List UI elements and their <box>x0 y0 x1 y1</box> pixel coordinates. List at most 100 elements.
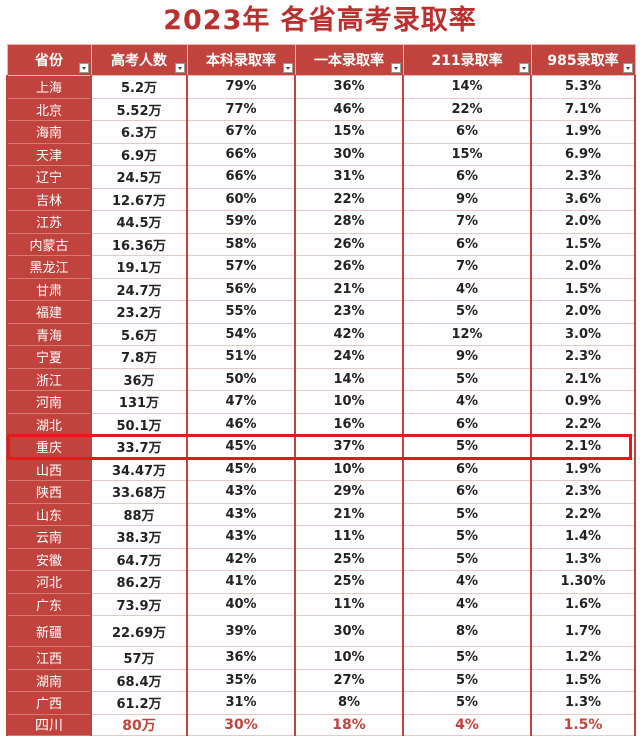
bachelor-rate-cell: 40% <box>186 593 295 616</box>
rate-211-cell: 6% <box>402 233 531 256</box>
province-cell: 海南 <box>6 120 91 144</box>
rate-985-cell: 2.1% <box>530 368 636 391</box>
exam-count-cell: 34.47万 <box>90 458 187 481</box>
rate-985-cell: 1.3% <box>530 691 636 715</box>
rate-211-cell: 4% <box>402 593 531 616</box>
bachelor-rate-cell: 42% <box>186 548 295 571</box>
province-cell: 山西 <box>6 458 91 481</box>
exam-count-cell: 86.2万 <box>90 570 187 594</box>
province-cell: 北京 <box>6 98 91 121</box>
rate-985-cell: 1.6% <box>530 593 636 616</box>
filter-dropdown-icon[interactable] <box>78 63 89 73</box>
exam-count-cell: 5.52万 <box>90 98 187 121</box>
rate-211-cell: 22% <box>402 98 531 121</box>
table-row: 广西 61.2万 31% 8% 5% 1.3% <box>6 691 636 715</box>
rate-211-cell: 7% <box>402 255 531 279</box>
rate-985-cell: 1.2% <box>530 646 636 670</box>
exam-count-cell: 73.9万 <box>90 593 187 616</box>
table-row: 陕西 33.68万 43% 29% 6% 2.3% <box>6 480 636 504</box>
bachelor-rate-cell: 45% <box>186 435 295 459</box>
province-cell: 重庆 <box>6 435 91 459</box>
tier1-rate-cell: 42% <box>294 323 403 346</box>
table-row: 河北 86.2万 41% 25% 4% 1.30% <box>6 570 636 594</box>
province-cell: 青海 <box>6 323 91 346</box>
rate-985-cell: 2.3% <box>530 345 636 369</box>
exam-count-cell: 88万 <box>90 503 187 526</box>
province-cell: 甘肃 <box>6 278 91 301</box>
filter-dropdown-icon[interactable] <box>518 63 529 73</box>
exam-count-cell: 5.6万 <box>90 323 187 346</box>
tier1-rate-cell: 10% <box>294 646 403 670</box>
tier1-rate-cell: 21% <box>294 278 403 301</box>
province-cell: 内蒙古 <box>6 233 91 256</box>
filter-dropdown-icon[interactable] <box>622 63 633 73</box>
rate-211-cell: 6% <box>402 458 531 481</box>
table-row: 天津 6.9万 66% 30% 15% 6.9% <box>6 143 636 166</box>
rate-211-cell: 5% <box>402 300 531 324</box>
filter-dropdown-icon[interactable] <box>282 63 293 73</box>
table-row: 福建 23.2万 55% 23% 5% 2.0% <box>6 300 636 324</box>
header-label: 高考人数 <box>111 53 167 69</box>
bachelor-rate-cell: 77% <box>186 98 295 121</box>
bachelor-rate-cell: 35% <box>186 669 295 692</box>
header-province: 省份 <box>6 44 92 76</box>
filter-dropdown-icon[interactable] <box>174 63 185 73</box>
exam-count-cell: 22.69万 <box>90 615 187 647</box>
exam-count-cell: 19.1万 <box>90 255 187 279</box>
bachelor-rate-cell: 51% <box>186 345 295 369</box>
rate-211-cell: 5% <box>402 435 531 459</box>
rate-985-cell: 1.5% <box>530 233 636 256</box>
rate-211-cell: 9% <box>402 345 531 369</box>
rate-211-cell: 4% <box>402 714 531 736</box>
tier1-rate-cell: 10% <box>294 458 403 481</box>
rate-985-cell: 2.2% <box>530 413 636 436</box>
rate-211-cell: 6% <box>402 120 531 144</box>
rate-211-cell: 9% <box>402 188 531 211</box>
rate-211-cell: 7% <box>402 210 531 234</box>
province-cell: 河南 <box>6 390 91 414</box>
table-row: 浙江 36万 50% 14% 5% 2.1% <box>6 368 636 391</box>
exam-count-cell: 80万 <box>90 714 187 736</box>
table-row: 山东 88万 43% 21% 5% 2.2% <box>6 503 636 526</box>
rate-211-cell: 5% <box>402 525 531 549</box>
province-cell: 江苏 <box>6 210 91 234</box>
exam-count-cell: 33.7万 <box>90 435 187 459</box>
rate-211-cell: 5% <box>402 691 531 715</box>
province-cell: 浙江 <box>6 368 91 391</box>
table-row: 四川 80万 30% 18% 4% 1.5% <box>6 714 636 736</box>
filter-dropdown-icon[interactable] <box>390 63 401 73</box>
tier1-rate-cell: 26% <box>294 233 403 256</box>
tier1-rate-cell: 22% <box>294 188 403 211</box>
rate-985-cell: 2.0% <box>530 255 636 279</box>
bachelor-rate-cell: 50% <box>186 368 295 391</box>
table-row: 湖南 68.4万 35% 27% 5% 1.5% <box>6 669 636 692</box>
header-label: 本科录取率 <box>206 53 276 69</box>
rate-985-cell: 2.0% <box>530 210 636 234</box>
rate-985-cell: 1.9% <box>530 120 636 144</box>
province-cell: 辽宁 <box>6 165 91 189</box>
rate-985-cell: 1.5% <box>530 278 636 301</box>
table-row: 黑龙江 19.1万 57% 26% 7% 2.0% <box>6 255 636 279</box>
table-row: 甘肃 24.7万 56% 21% 4% 1.5% <box>6 278 636 301</box>
tier1-rate-cell: 11% <box>294 525 403 549</box>
exam-count-cell: 12.67万 <box>90 188 187 211</box>
table-row: 宁夏 7.8万 51% 24% 9% 2.3% <box>6 345 636 369</box>
tier1-rate-cell: 30% <box>294 615 403 647</box>
tier1-rate-cell: 18% <box>294 714 403 736</box>
rate-985-cell: 1.30% <box>530 570 636 594</box>
table-row: 江西 57万 36% 10% 5% 1.2% <box>6 646 636 670</box>
province-cell: 江西 <box>6 646 91 670</box>
province-cell: 山东 <box>6 503 91 526</box>
tier1-rate-cell: 27% <box>294 669 403 692</box>
rate-211-cell: 8% <box>402 615 531 647</box>
table-row: 湖北 50.1万 46% 16% 6% 2.2% <box>6 413 636 436</box>
rate-985-cell: 2.0% <box>530 300 636 324</box>
header-211-rate: 211录取率 <box>402 44 532 76</box>
bachelor-rate-cell: 56% <box>186 278 295 301</box>
rate-985-cell: 2.3% <box>530 165 636 189</box>
exam-count-cell: 7.8万 <box>90 345 187 369</box>
tier1-rate-cell: 24% <box>294 345 403 369</box>
tier1-rate-cell: 16% <box>294 413 403 436</box>
table-row: 河南 131万 47% 10% 4% 0.9% <box>6 390 636 414</box>
province-cell: 河北 <box>6 570 91 594</box>
